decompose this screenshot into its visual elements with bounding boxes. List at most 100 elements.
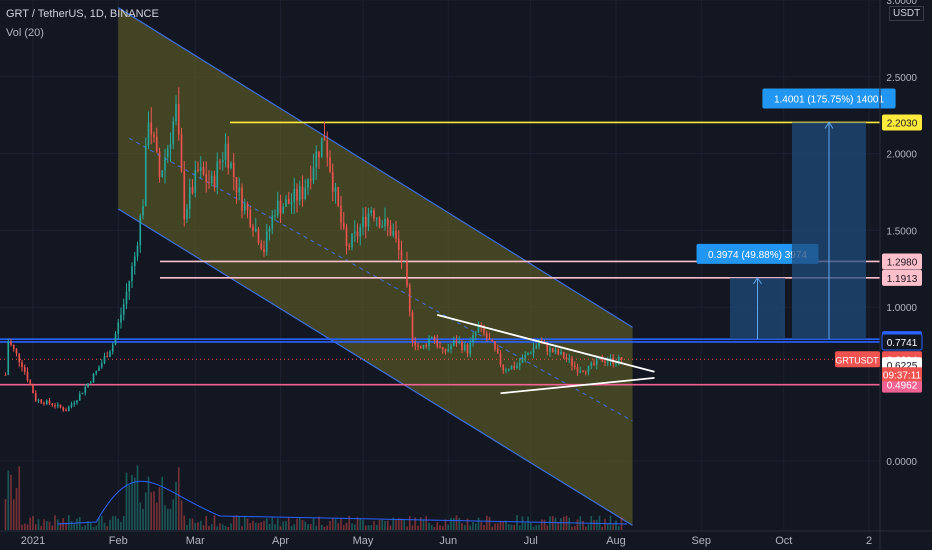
volume-bar — [598, 515, 601, 530]
volume-bar — [180, 500, 183, 530]
candle-body — [425, 344, 428, 347]
volume-bar — [133, 477, 136, 530]
candle-body — [400, 249, 403, 262]
volume-bar — [224, 525, 227, 530]
volume-bar — [70, 521, 73, 530]
volume-bar — [400, 518, 403, 530]
volume-bar — [510, 524, 513, 530]
target-label: 0.3974 (49.88%) 3974 — [708, 250, 807, 261]
candles — [4, 87, 623, 412]
volume-bar — [502, 521, 505, 530]
volume-bar — [329, 521, 331, 530]
candle-body — [191, 187, 194, 193]
candle-body — [584, 371, 587, 373]
candle-body — [466, 344, 469, 354]
volume-bar — [37, 519, 40, 530]
symbol-tag: GRTUSDT — [835, 355, 879, 365]
volume-bar — [513, 524, 516, 530]
candle-body — [422, 344, 425, 349]
volume-bar — [301, 519, 304, 530]
volume-bar — [208, 525, 210, 530]
x-tick-label: Oct — [775, 535, 792, 547]
y-tick-label: 2.0000 — [886, 150, 917, 161]
candle-body — [524, 354, 527, 358]
volume-bar — [617, 525, 620, 530]
x-tick-label: Sep — [691, 535, 711, 547]
volume-bar — [384, 520, 386, 530]
volume-bar — [606, 523, 609, 530]
candle-body — [197, 169, 199, 171]
volume-bar — [263, 520, 265, 530]
volume-bar — [441, 526, 444, 530]
volume-bar — [155, 502, 158, 530]
volume-indicator-label[interactable]: Vol (20) — [6, 27, 44, 39]
volume-bar — [78, 517, 81, 530]
countdown-box — [882, 367, 922, 382]
candle-body — [326, 140, 329, 158]
candle-body — [32, 385, 34, 394]
candle-body — [568, 358, 571, 360]
volume-bar — [103, 522, 106, 530]
volume-bar — [425, 516, 428, 530]
volume-bar — [54, 515, 56, 530]
candle-body — [43, 402, 45, 404]
candle-body — [65, 410, 67, 412]
candle-body — [573, 365, 576, 367]
candle-body — [389, 225, 392, 236]
volume-bar — [595, 520, 598, 530]
price-label-box — [882, 114, 922, 131]
volume-bar — [571, 526, 573, 530]
volume-bar — [521, 516, 524, 530]
symbol-title[interactable]: GRT / TetherUS, 1D, BINANCE — [6, 8, 159, 20]
candle-body — [161, 170, 164, 178]
candle-body — [576, 366, 579, 373]
volume-bar — [45, 521, 48, 530]
volume-bar — [447, 524, 450, 530]
candle-body — [337, 187, 340, 206]
volume-bar — [199, 520, 202, 530]
candle-body — [571, 358, 573, 366]
candle-body — [342, 222, 345, 228]
volume-bar — [422, 519, 425, 530]
candle-body — [128, 281, 131, 292]
volume-bar — [334, 519, 337, 530]
volume-bar — [345, 522, 348, 530]
volume-bar — [331, 518, 334, 530]
volume-bar — [483, 524, 485, 530]
candle-body — [340, 205, 342, 223]
volume-bar — [469, 525, 472, 530]
volume-bar — [411, 525, 414, 530]
candle-body — [510, 365, 513, 370]
volume-bar — [356, 517, 359, 530]
volume-bar — [265, 518, 268, 530]
candle-body — [513, 365, 516, 368]
volume-bar — [496, 523, 499, 530]
candle-body — [106, 356, 109, 358]
candle-body — [34, 393, 37, 401]
axis-currency-button[interactable]: USDT — [889, 6, 925, 21]
x-tick-label: May — [353, 535, 374, 547]
candle-body — [45, 400, 48, 404]
volume-bar — [150, 492, 153, 530]
x-tick-label: Jun — [439, 535, 457, 547]
candle-body — [59, 404, 62, 408]
volume-bar — [216, 526, 219, 530]
volume-bar — [43, 519, 45, 530]
volume-bar — [417, 525, 419, 530]
candle-body — [529, 353, 532, 355]
candle-body — [21, 362, 23, 368]
candle-body — [144, 145, 147, 206]
candle-body — [590, 363, 593, 366]
volume-bar — [535, 525, 538, 530]
candle-body — [436, 340, 439, 347]
volume-bar — [84, 525, 87, 530]
candle-body — [268, 228, 271, 232]
volume-bar — [194, 522, 197, 530]
volume-bar — [609, 515, 612, 530]
volume-bar — [164, 505, 166, 530]
candle-body — [546, 343, 549, 352]
volume-bar — [186, 525, 188, 530]
candle-body — [177, 104, 180, 135]
